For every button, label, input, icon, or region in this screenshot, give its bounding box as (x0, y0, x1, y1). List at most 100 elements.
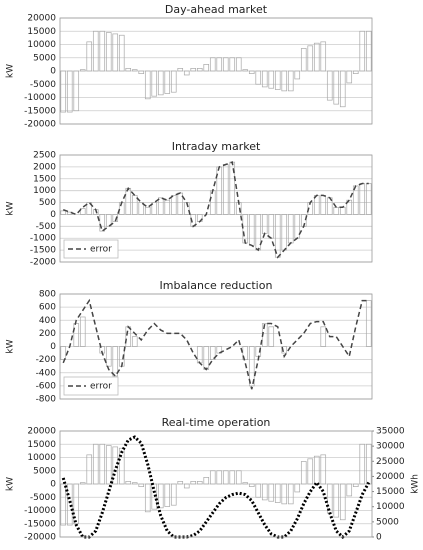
bar (287, 214, 294, 244)
y-tick-label: 200 (39, 329, 56, 339)
bar (118, 447, 125, 485)
bar (222, 164, 229, 215)
bar (125, 326, 132, 347)
bar (248, 483, 255, 487)
bar (229, 470, 236, 485)
bar (190, 481, 197, 485)
y-tick-label: 400 (39, 316, 56, 326)
bar (125, 187, 132, 215)
bar (242, 346, 249, 360)
bar (203, 64, 210, 72)
line (61, 435, 371, 540)
bar (125, 481, 132, 485)
y-axis-label: kW (6, 477, 16, 491)
y-tick-label: -15000 (24, 519, 56, 529)
bar (183, 483, 190, 489)
y-tick-label: -15000 (24, 106, 56, 116)
bar (320, 326, 327, 347)
bar (144, 206, 151, 215)
legend-box (63, 376, 119, 396)
y-tick-label: 5000 (33, 53, 56, 63)
bar (346, 483, 353, 497)
bar (235, 470, 242, 485)
bar (79, 316, 86, 347)
bar (177, 67, 184, 72)
bar (138, 483, 145, 487)
bar (73, 70, 80, 112)
bar (138, 202, 145, 215)
bar (144, 70, 151, 100)
y-tick-label: -1000 (30, 234, 56, 244)
plot-frame (59, 154, 373, 263)
bar (339, 70, 346, 108)
y-tick-label: 1500 (33, 174, 56, 184)
bar (216, 470, 223, 485)
bar (287, 70, 294, 92)
bar (73, 483, 80, 525)
y-tick-label: 2500 (33, 151, 56, 161)
bar (196, 481, 203, 485)
y-tick-label: -20000 (24, 533, 56, 543)
y-axis-label: kW (6, 64, 16, 78)
bar (320, 195, 327, 215)
bar (255, 483, 262, 498)
bar (60, 70, 67, 113)
bar (183, 70, 190, 76)
bar (86, 41, 93, 72)
bar (170, 195, 177, 215)
bar (287, 483, 294, 505)
bar (352, 70, 359, 75)
plot-frame (59, 430, 373, 538)
bar (248, 346, 255, 387)
y-axis-label: kW (6, 201, 16, 215)
bar (151, 483, 158, 510)
bar (359, 443, 366, 485)
bar (60, 483, 67, 526)
legend-label: error (90, 245, 112, 255)
legend-box (63, 239, 119, 259)
bar (229, 57, 236, 72)
bar (222, 470, 229, 485)
bar (300, 461, 307, 485)
bar (352, 483, 359, 487)
bar (131, 195, 138, 215)
y2-tick-label: 25000 (376, 457, 405, 467)
bar (365, 443, 372, 485)
bar (164, 70, 171, 94)
bar (346, 70, 353, 84)
bar (177, 481, 184, 485)
bar (112, 346, 119, 377)
bar (60, 210, 67, 215)
bar (79, 69, 86, 72)
plot-frame (59, 17, 373, 125)
bar (92, 30, 99, 72)
y2-tick-label: 0 (376, 533, 382, 543)
bar (144, 483, 151, 513)
bar (131, 336, 138, 347)
bar (131, 69, 138, 72)
y-axis-label: kW (6, 339, 16, 353)
y2-tick-label: 20000 (376, 472, 405, 482)
bar (203, 477, 210, 485)
bar (209, 470, 216, 485)
y-tick-label: -600 (36, 381, 57, 391)
bar (313, 42, 320, 72)
bar (339, 206, 346, 215)
y-tick-label: 600 (39, 303, 56, 313)
chart-title: Imbalance reduction (160, 279, 273, 292)
bar (333, 483, 340, 518)
bar (196, 346, 203, 364)
y-tick-label: 800 (39, 290, 56, 300)
bar (326, 70, 333, 101)
bar (86, 202, 93, 215)
bar (235, 57, 242, 72)
bar (359, 183, 366, 215)
y-tick-label: 500 (39, 198, 56, 208)
bar (66, 70, 73, 113)
bar (281, 346, 288, 354)
bar (281, 70, 288, 92)
y-tick-label: 1000 (33, 186, 56, 196)
bar (268, 483, 275, 502)
y-tick-label: 15000 (27, 440, 56, 450)
